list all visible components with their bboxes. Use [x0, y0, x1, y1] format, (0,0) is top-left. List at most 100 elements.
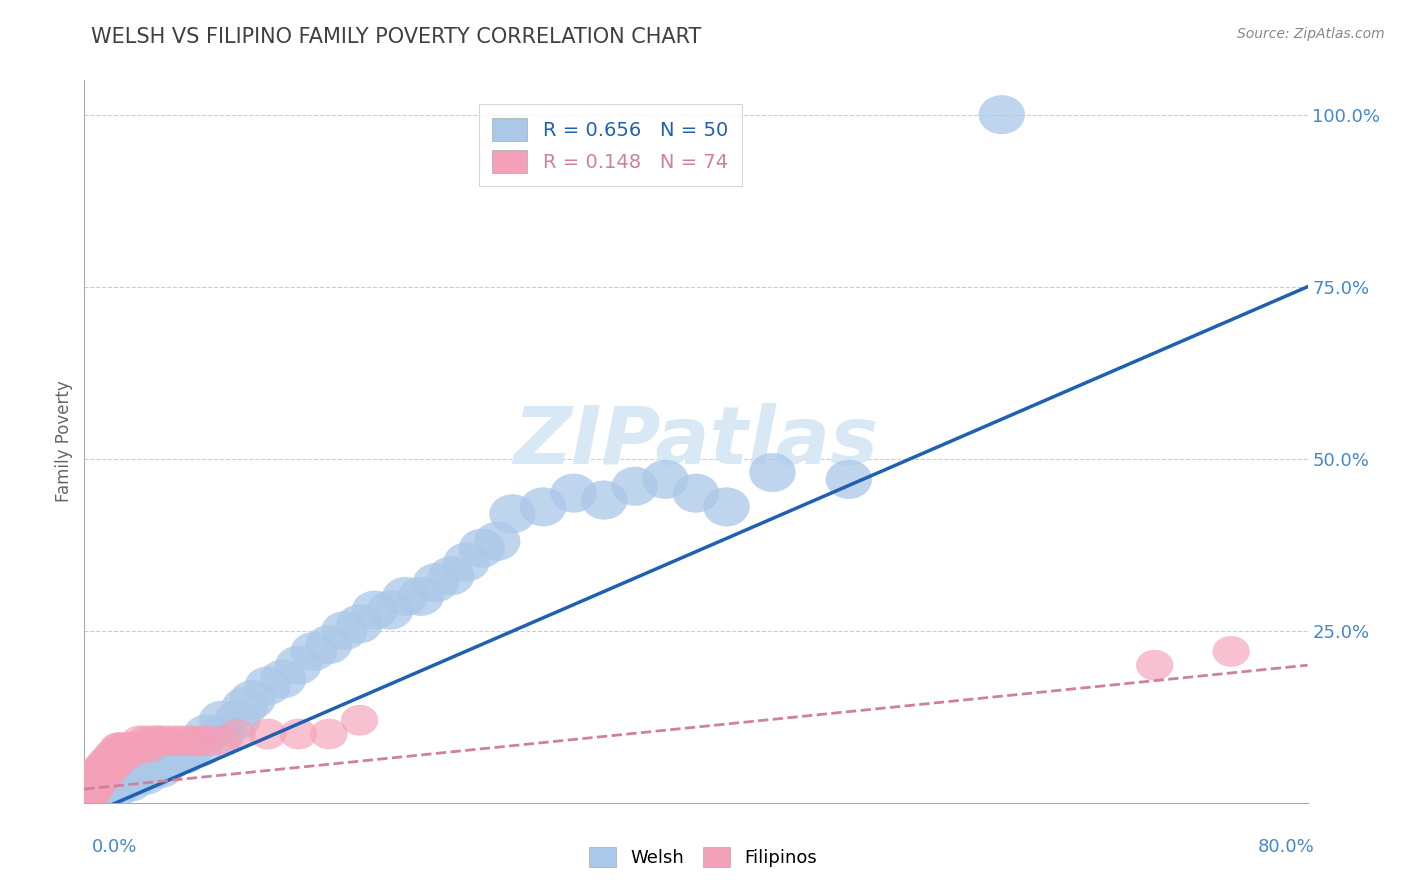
- Ellipse shape: [101, 739, 138, 770]
- Ellipse shape: [82, 767, 118, 797]
- Ellipse shape: [429, 557, 474, 595]
- Ellipse shape: [91, 770, 138, 808]
- Ellipse shape: [75, 774, 112, 805]
- Ellipse shape: [153, 735, 200, 774]
- Ellipse shape: [98, 739, 135, 770]
- Ellipse shape: [131, 749, 176, 788]
- Ellipse shape: [142, 726, 179, 756]
- Ellipse shape: [91, 747, 129, 777]
- Ellipse shape: [73, 767, 110, 797]
- Ellipse shape: [352, 591, 398, 630]
- Text: Source: ZipAtlas.com: Source: ZipAtlas.com: [1237, 27, 1385, 41]
- Ellipse shape: [612, 467, 658, 506]
- Ellipse shape: [474, 522, 520, 560]
- Legend: Welsh, Filipinos: Welsh, Filipinos: [582, 839, 824, 874]
- Ellipse shape: [825, 460, 872, 499]
- Ellipse shape: [83, 760, 120, 790]
- Ellipse shape: [184, 714, 229, 753]
- Legend: R = 0.656   N = 50, R = 0.148   N = 74: R = 0.656 N = 50, R = 0.148 N = 74: [479, 104, 742, 186]
- Ellipse shape: [100, 747, 136, 777]
- Ellipse shape: [103, 739, 139, 770]
- Ellipse shape: [157, 726, 194, 756]
- Ellipse shape: [84, 760, 121, 790]
- Ellipse shape: [107, 732, 143, 763]
- Ellipse shape: [79, 760, 115, 790]
- Ellipse shape: [214, 701, 260, 739]
- Ellipse shape: [245, 666, 291, 705]
- Ellipse shape: [131, 732, 167, 763]
- Ellipse shape: [79, 767, 115, 797]
- Ellipse shape: [84, 753, 121, 783]
- Ellipse shape: [121, 726, 157, 756]
- Ellipse shape: [112, 732, 149, 763]
- Ellipse shape: [260, 660, 307, 698]
- Ellipse shape: [80, 760, 117, 790]
- Ellipse shape: [91, 753, 129, 783]
- Ellipse shape: [94, 753, 131, 783]
- Ellipse shape: [90, 753, 127, 783]
- Ellipse shape: [77, 767, 114, 797]
- Ellipse shape: [138, 749, 184, 788]
- Ellipse shape: [581, 481, 627, 519]
- Ellipse shape: [135, 726, 172, 756]
- Ellipse shape: [97, 739, 134, 770]
- Y-axis label: Family Poverty: Family Poverty: [55, 381, 73, 502]
- Text: 80.0%: 80.0%: [1258, 838, 1315, 856]
- Ellipse shape: [83, 753, 120, 783]
- Ellipse shape: [444, 542, 489, 582]
- Ellipse shape: [139, 726, 176, 756]
- Text: WELSH VS FILIPINO FAMILY POVERTY CORRELATION CHART: WELSH VS FILIPINO FAMILY POVERTY CORRELA…: [91, 27, 702, 46]
- Ellipse shape: [87, 747, 124, 777]
- Ellipse shape: [311, 719, 347, 749]
- Ellipse shape: [181, 726, 218, 756]
- Ellipse shape: [77, 774, 114, 805]
- Ellipse shape: [322, 612, 367, 650]
- Ellipse shape: [413, 564, 458, 602]
- Ellipse shape: [82, 760, 118, 790]
- Ellipse shape: [643, 460, 689, 499]
- Ellipse shape: [979, 95, 1025, 134]
- Ellipse shape: [276, 646, 322, 684]
- Ellipse shape: [146, 742, 191, 780]
- Ellipse shape: [69, 780, 105, 811]
- Ellipse shape: [100, 732, 136, 763]
- Ellipse shape: [124, 732, 160, 763]
- Ellipse shape: [749, 453, 796, 491]
- Ellipse shape: [520, 488, 567, 526]
- Ellipse shape: [188, 726, 225, 756]
- Ellipse shape: [173, 726, 209, 756]
- Ellipse shape: [107, 756, 153, 795]
- Ellipse shape: [110, 732, 148, 763]
- Ellipse shape: [89, 753, 125, 783]
- Ellipse shape: [1136, 650, 1173, 681]
- Ellipse shape: [98, 747, 135, 777]
- Ellipse shape: [72, 774, 108, 805]
- Ellipse shape: [73, 774, 110, 805]
- Ellipse shape: [84, 770, 131, 808]
- Ellipse shape: [222, 687, 269, 726]
- Ellipse shape: [70, 780, 107, 811]
- Ellipse shape: [398, 577, 444, 615]
- Ellipse shape: [200, 701, 245, 739]
- Text: 0.0%: 0.0%: [91, 838, 136, 856]
- Ellipse shape: [90, 747, 127, 777]
- Ellipse shape: [219, 719, 256, 749]
- Ellipse shape: [96, 739, 132, 770]
- Ellipse shape: [1213, 636, 1250, 666]
- Ellipse shape: [87, 753, 124, 783]
- Ellipse shape: [96, 747, 132, 777]
- Ellipse shape: [122, 756, 169, 795]
- Text: ZIPatlas: ZIPatlas: [513, 402, 879, 481]
- Ellipse shape: [122, 749, 169, 788]
- Ellipse shape: [160, 735, 207, 774]
- Ellipse shape: [118, 732, 155, 763]
- Ellipse shape: [703, 488, 749, 526]
- Ellipse shape: [204, 726, 240, 756]
- Ellipse shape: [104, 732, 141, 763]
- Ellipse shape: [342, 705, 378, 735]
- Ellipse shape: [307, 625, 352, 664]
- Ellipse shape: [489, 494, 536, 533]
- Ellipse shape: [82, 753, 118, 783]
- Ellipse shape: [458, 529, 505, 567]
- Ellipse shape: [127, 726, 165, 756]
